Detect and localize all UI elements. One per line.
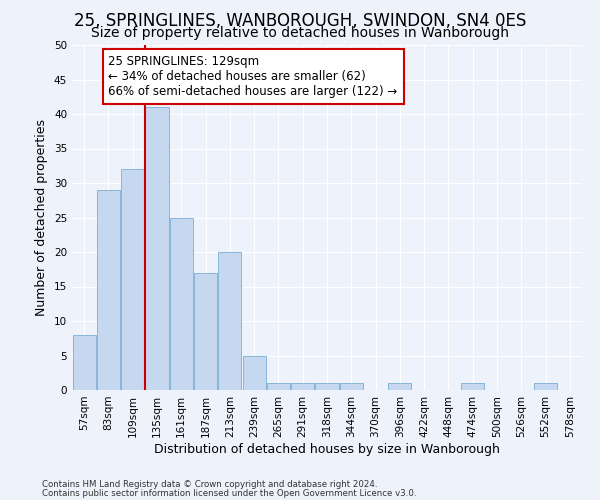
Bar bbox=[534, 383, 557, 390]
Bar bbox=[461, 383, 484, 390]
X-axis label: Distribution of detached houses by size in Wanborough: Distribution of detached houses by size … bbox=[154, 442, 500, 456]
Bar bbox=[388, 383, 412, 390]
Bar bbox=[170, 218, 193, 390]
Bar bbox=[194, 272, 217, 390]
Bar bbox=[340, 383, 363, 390]
Bar bbox=[316, 383, 338, 390]
Bar bbox=[145, 107, 169, 390]
Text: Size of property relative to detached houses in Wanborough: Size of property relative to detached ho… bbox=[91, 26, 509, 40]
Y-axis label: Number of detached properties: Number of detached properties bbox=[35, 119, 49, 316]
Bar bbox=[267, 383, 290, 390]
Text: 25, SPRINGLINES, WANBOROUGH, SWINDON, SN4 0ES: 25, SPRINGLINES, WANBOROUGH, SWINDON, SN… bbox=[74, 12, 526, 30]
Text: Contains HM Land Registry data © Crown copyright and database right 2024.: Contains HM Land Registry data © Crown c… bbox=[42, 480, 377, 489]
Bar bbox=[121, 169, 144, 390]
Text: 25 SPRINGLINES: 129sqm
← 34% of detached houses are smaller (62)
66% of semi-det: 25 SPRINGLINES: 129sqm ← 34% of detached… bbox=[109, 56, 398, 98]
Bar bbox=[291, 383, 314, 390]
Bar bbox=[73, 335, 95, 390]
Text: Contains public sector information licensed under the Open Government Licence v3: Contains public sector information licen… bbox=[42, 489, 416, 498]
Bar bbox=[242, 356, 266, 390]
Bar bbox=[218, 252, 241, 390]
Bar bbox=[97, 190, 120, 390]
